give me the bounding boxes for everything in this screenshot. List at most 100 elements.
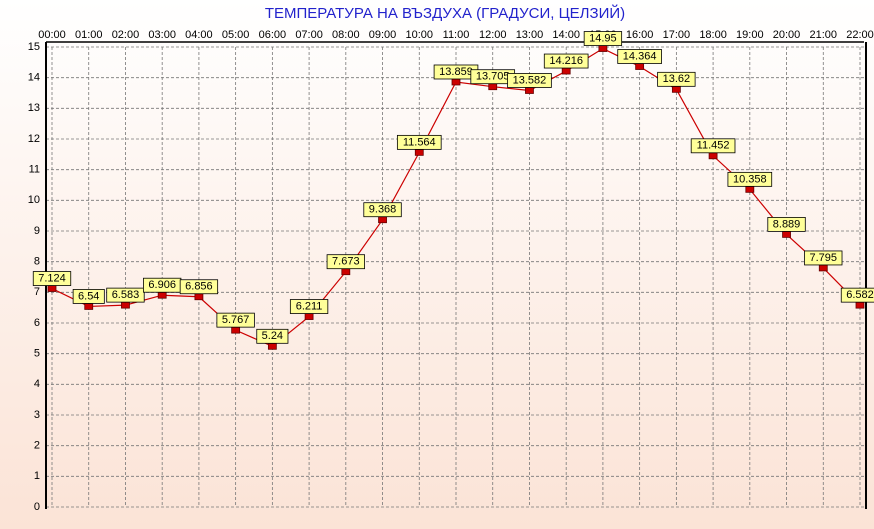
x-tick-label: 13:00 bbox=[516, 29, 544, 41]
x-tick-label: 01:00 bbox=[75, 29, 103, 41]
data-label-box bbox=[727, 171, 773, 187]
data-label: 6.211 bbox=[296, 300, 323, 312]
point-marker bbox=[304, 313, 314, 320]
data-label-box bbox=[583, 31, 623, 46]
data-label-box bbox=[690, 138, 736, 154]
data-label-box bbox=[216, 312, 255, 328]
y-tick-label: 7 bbox=[34, 286, 40, 298]
point-marker bbox=[378, 216, 387, 224]
data-label: 6.583 bbox=[112, 289, 140, 301]
x-tick-label: 06:00 bbox=[259, 29, 287, 41]
point-marker bbox=[818, 264, 828, 272]
point-marker bbox=[488, 83, 498, 91]
point-marker bbox=[598, 45, 608, 52]
x-tick-label: 22:00 bbox=[846, 29, 874, 41]
x-tick-label: 21:00 bbox=[810, 29, 838, 41]
point-marker bbox=[708, 152, 718, 160]
y-tick-label: 6 bbox=[34, 317, 40, 329]
data-label-box bbox=[72, 289, 105, 304]
data-label-box bbox=[256, 328, 289, 344]
data-label: 8.889 bbox=[773, 218, 801, 230]
data-label-box bbox=[396, 134, 442, 150]
point-marker bbox=[84, 303, 94, 310]
data-label: 7.124 bbox=[38, 272, 66, 284]
x-tick-label: 18:00 bbox=[699, 29, 727, 41]
y-tick-label: 1 bbox=[34, 470, 40, 482]
y-tick-label: 15 bbox=[28, 41, 40, 53]
data-label-box bbox=[767, 217, 806, 232]
data-label: 6.856 bbox=[185, 281, 213, 293]
point-marker bbox=[451, 78, 461, 86]
y-tick-label: 14 bbox=[28, 72, 40, 84]
y-tick-label: 0 bbox=[34, 501, 40, 513]
point-marker bbox=[341, 268, 351, 276]
data-label-box bbox=[179, 279, 219, 295]
point-marker bbox=[525, 87, 534, 94]
data-label: 13.582 bbox=[513, 74, 547, 86]
data-label: 11.564 bbox=[403, 136, 436, 148]
point-marker bbox=[121, 301, 130, 309]
x-tick-label: 12:00 bbox=[479, 29, 507, 41]
y-tick-label: 13 bbox=[28, 102, 40, 114]
data-label-box bbox=[543, 53, 589, 69]
data-label: 13.62 bbox=[663, 73, 691, 85]
point-marker bbox=[231, 326, 241, 334]
data-label-box bbox=[657, 71, 696, 87]
data-label: 11.452 bbox=[697, 140, 730, 152]
y-tick-label: 3 bbox=[34, 409, 40, 421]
x-tick-label: 17:00 bbox=[663, 29, 691, 41]
point-marker bbox=[671, 85, 681, 93]
y-tick-label: 12 bbox=[28, 133, 40, 145]
point-marker bbox=[47, 285, 57, 292]
data-label: 6.906 bbox=[148, 279, 176, 291]
data-label: 7.795 bbox=[810, 252, 838, 264]
data-label-box bbox=[289, 299, 329, 314]
data-label-box bbox=[617, 49, 662, 64]
point-marker bbox=[267, 342, 277, 350]
x-tick-label: 08:00 bbox=[332, 29, 360, 41]
y-tick-label: 8 bbox=[34, 256, 40, 268]
point-marker bbox=[194, 293, 204, 301]
x-tick-label: 09:00 bbox=[369, 29, 397, 41]
x-tick-label: 07:00 bbox=[295, 29, 323, 41]
x-tick-label: 19:00 bbox=[736, 29, 764, 41]
data-label: 5.767 bbox=[222, 314, 250, 326]
data-label-box bbox=[804, 250, 843, 266]
data-label-box bbox=[507, 73, 552, 88]
data-label: 9.368 bbox=[369, 204, 397, 216]
x-tick-label: 00:00 bbox=[38, 29, 66, 41]
x-tick-label: 16:00 bbox=[626, 29, 654, 41]
data-label: 13.705 bbox=[476, 71, 510, 83]
point-marker bbox=[855, 301, 865, 309]
x-tick-label: 14:00 bbox=[552, 29, 580, 41]
data-label: 13.859 bbox=[439, 66, 473, 78]
data-label: 6.582 bbox=[846, 289, 874, 301]
x-tick-label: 04:00 bbox=[185, 29, 213, 41]
data-label: 5.24 bbox=[262, 330, 283, 342]
data-label: 14.95 bbox=[589, 32, 617, 44]
x-tick-label: 03:00 bbox=[148, 29, 176, 41]
x-tick-label: 02:00 bbox=[112, 29, 140, 41]
y-tick-label: 5 bbox=[34, 348, 40, 360]
data-label: 6.54 bbox=[78, 290, 99, 302]
x-tick-label: 05:00 bbox=[222, 29, 250, 41]
chart-title: ТЕМПЕРАТУРА НА ВЪЗДУХА (ГРАДУСИ, ЦЕЛЗИЙ) bbox=[265, 4, 625, 22]
data-label: 7.673 bbox=[332, 256, 360, 268]
data-label: 14.216 bbox=[549, 55, 583, 67]
x-tick-label: 10:00 bbox=[406, 29, 434, 41]
point-marker bbox=[745, 185, 755, 193]
point-marker bbox=[561, 67, 571, 75]
y-tick-label: 10 bbox=[28, 194, 40, 206]
data-label-box bbox=[326, 254, 365, 270]
y-tick-label: 9 bbox=[34, 225, 40, 237]
point-marker bbox=[414, 148, 424, 156]
point-marker bbox=[635, 63, 645, 70]
data-label: 14.364 bbox=[623, 50, 657, 62]
point-marker bbox=[782, 231, 791, 238]
x-tick-label: 11:00 bbox=[443, 29, 470, 41]
data-label: 10.358 bbox=[733, 173, 767, 185]
data-label-box bbox=[32, 271, 72, 286]
y-tick-label: 4 bbox=[34, 378, 40, 390]
